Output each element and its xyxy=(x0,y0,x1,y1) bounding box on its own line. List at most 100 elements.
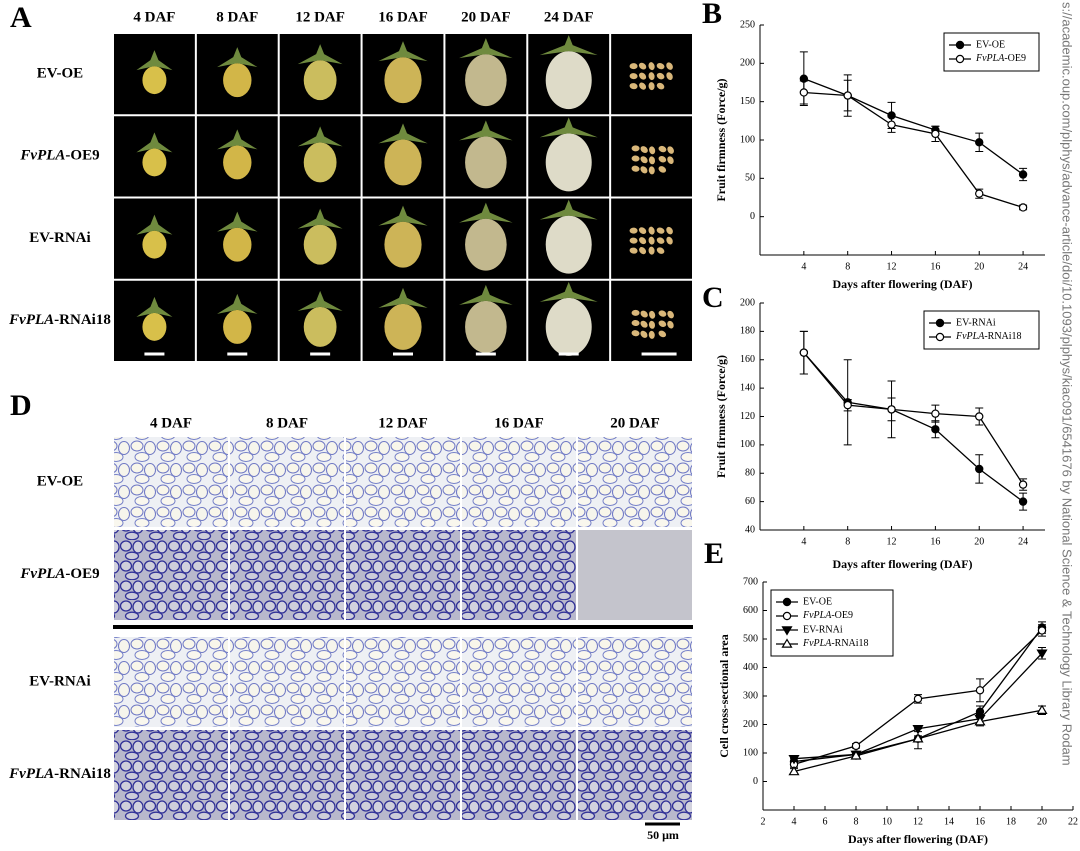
seed xyxy=(656,247,665,254)
seed xyxy=(658,145,667,153)
marker xyxy=(1018,497,1028,506)
y-tick-label: 60 xyxy=(745,496,755,507)
scale-label: 50 μm xyxy=(647,828,679,842)
seed xyxy=(666,62,673,70)
x-tick-label: 20 xyxy=(974,261,984,272)
seed xyxy=(658,310,667,317)
seed xyxy=(656,82,665,90)
sepals xyxy=(217,293,258,314)
column-label: 4 DAF xyxy=(150,415,192,431)
legend-box xyxy=(923,310,1040,350)
marker xyxy=(975,464,984,474)
y-tick-label: 0 xyxy=(750,211,755,222)
marker xyxy=(975,412,984,421)
micrograph xyxy=(462,530,576,620)
seed xyxy=(640,166,648,174)
fruit xyxy=(223,145,252,180)
x-tick-label: 12 xyxy=(887,261,897,272)
y-tick-label: 140 xyxy=(740,382,755,393)
fruit xyxy=(223,63,252,98)
seed xyxy=(639,82,647,90)
marker xyxy=(975,138,984,147)
fruit xyxy=(384,139,422,186)
x-tick-label: 20 xyxy=(974,536,984,547)
fruit xyxy=(303,142,337,183)
seed xyxy=(648,166,655,175)
x-tick-label: 14 xyxy=(944,816,954,827)
seed xyxy=(631,165,640,172)
seed xyxy=(648,156,655,165)
seed xyxy=(656,62,665,70)
column-label: 8 DAF xyxy=(266,415,308,431)
micrograph xyxy=(578,530,692,620)
x-tick-label: 20 xyxy=(1037,816,1047,827)
row-label: FvPLA-RNAi18 xyxy=(8,312,111,328)
seed xyxy=(629,247,638,254)
marker xyxy=(782,611,792,621)
legend-label: EV-OE xyxy=(976,39,1005,50)
x-tick-label: 12 xyxy=(887,536,897,547)
row-label: FvPLA-RNAi18 xyxy=(8,766,111,782)
y-tick-label: 700 xyxy=(743,576,758,587)
fruit xyxy=(303,306,337,347)
marker xyxy=(851,741,861,751)
legend-label: FvPLA-OE9 xyxy=(975,53,1026,64)
seed xyxy=(639,247,647,255)
seed xyxy=(629,227,638,234)
seed xyxy=(658,320,667,327)
micrograph xyxy=(230,437,344,527)
fruit xyxy=(142,148,167,177)
x-tick-label: 16 xyxy=(930,536,940,547)
marker xyxy=(781,626,793,636)
sepals xyxy=(378,41,428,62)
x-tick-label: 4 xyxy=(801,261,806,272)
marker xyxy=(1036,704,1048,714)
sepals xyxy=(297,44,343,65)
column-label: 24 DAF xyxy=(544,9,594,25)
fruit xyxy=(545,51,592,110)
marker xyxy=(935,332,945,342)
fruit xyxy=(303,60,337,101)
y-tick-label: 150 xyxy=(740,96,755,107)
micrograph xyxy=(230,530,344,620)
panel-label: C xyxy=(702,281,724,314)
seed xyxy=(629,237,638,244)
marker xyxy=(782,597,792,607)
micrograph xyxy=(578,730,692,820)
column-label: 12 DAF xyxy=(295,9,345,25)
series-line xyxy=(803,352,1024,503)
series-line xyxy=(803,78,1024,176)
x-tick-label: 12 xyxy=(913,816,923,827)
watermark: s://academic.oup.com/plphys/advance-arti… xyxy=(1060,2,1075,766)
y-tick-label: 300 xyxy=(743,690,758,701)
y-tick-label: 100 xyxy=(740,134,755,145)
seed xyxy=(667,146,674,154)
seed xyxy=(666,226,673,235)
fruit xyxy=(465,54,507,107)
panel-a: 4 DAF 8 DAF 12 DAF 16 DAF 20 DAF 24 DAF EV-OE F… xyxy=(8,9,692,361)
marker xyxy=(931,409,940,418)
seed xyxy=(640,146,648,153)
marker xyxy=(843,91,852,100)
y-tick-label: 160 xyxy=(740,354,755,365)
seed xyxy=(667,320,674,329)
sepals xyxy=(217,129,258,150)
marker xyxy=(788,765,800,776)
y-axis-label: Fruit firmness (Force/g) xyxy=(714,355,728,478)
micrograph xyxy=(230,637,344,727)
sepals xyxy=(136,132,173,153)
seed xyxy=(629,73,638,80)
seed xyxy=(631,330,640,337)
micrograph xyxy=(230,730,344,820)
x-tick-label: 10 xyxy=(882,816,892,827)
seed xyxy=(640,330,648,338)
legend-box xyxy=(770,589,894,657)
y-tick-label: 250 xyxy=(740,19,755,30)
column-label: 8 DAF xyxy=(216,9,258,25)
seed xyxy=(667,310,674,319)
fruit xyxy=(303,224,337,265)
x-tick-label: 4 xyxy=(801,536,806,547)
micrograph xyxy=(462,730,576,820)
seed xyxy=(648,72,655,81)
